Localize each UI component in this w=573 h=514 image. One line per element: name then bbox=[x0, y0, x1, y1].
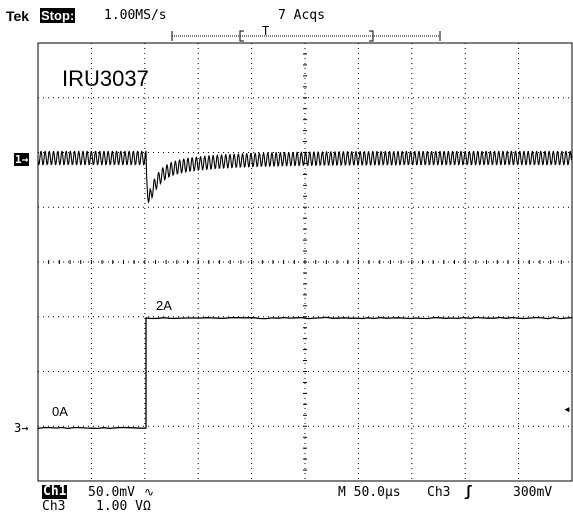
trigger-slope-icon: ʃ bbox=[464, 484, 472, 500]
ch3-ground-marker: 3→ bbox=[14, 421, 28, 435]
ch1-label: Ch1 bbox=[42, 485, 67, 499]
trigger-level-readout: 300mV bbox=[513, 485, 552, 500]
waveform-title: IRU3037 bbox=[62, 66, 149, 92]
brand-label: Tek bbox=[6, 8, 29, 24]
trigger-position-marker: T bbox=[262, 24, 269, 38]
graticule-grid bbox=[38, 43, 572, 481]
low-current-label: 0A bbox=[52, 404, 68, 419]
ch3-scale-readout: 1.00 VΩ bbox=[96, 499, 151, 514]
ch1-coupling-icon: ∿ bbox=[144, 485, 154, 499]
acquisition-count: 7 Acqs bbox=[278, 8, 325, 23]
ch1-voltage-trace bbox=[38, 151, 571, 202]
trigger-level-arrow: ◂ bbox=[563, 402, 571, 417]
record-length-bar bbox=[172, 31, 440, 41]
ch3-current-trace bbox=[38, 317, 572, 428]
ch1-scale-readout: 50.0mV bbox=[88, 485, 135, 500]
run-state-badge: Stop: bbox=[40, 8, 75, 23]
sample-rate-readout: 1.00MS/s bbox=[104, 8, 167, 23]
timebase-readout: M 50.0µs bbox=[338, 485, 401, 500]
high-current-label: 2A bbox=[156, 298, 172, 313]
ch1-ground-marker: 1→ bbox=[14, 153, 29, 166]
ch3-label: Ch3 bbox=[42, 499, 65, 514]
trigger-source-readout: Ch3 bbox=[427, 485, 450, 500]
